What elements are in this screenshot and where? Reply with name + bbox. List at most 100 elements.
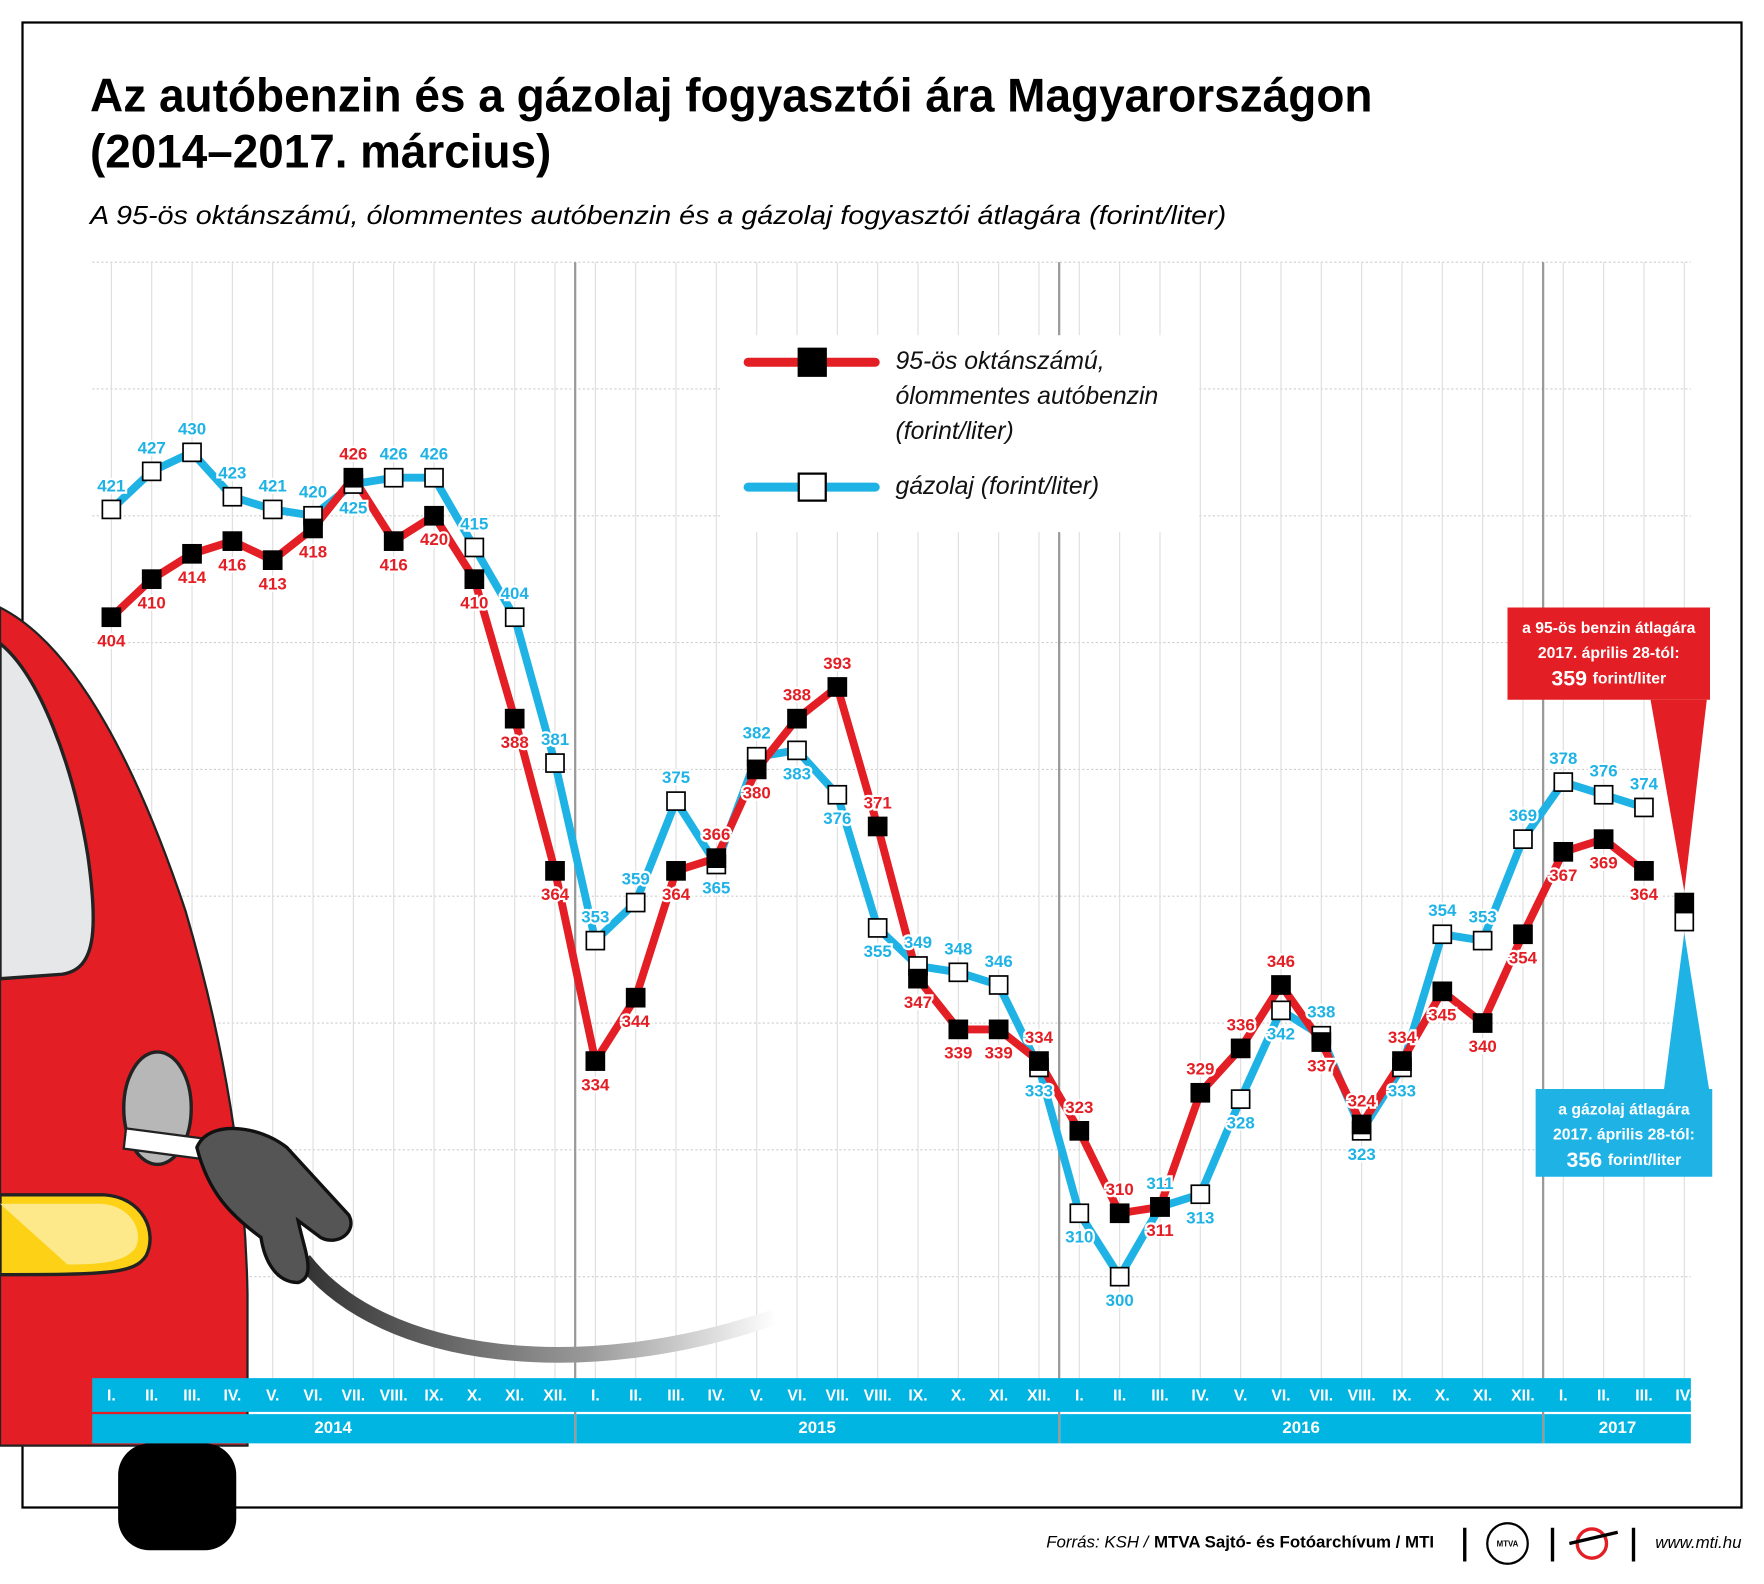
point-marker bbox=[666, 861, 686, 881]
year-label: 2014 bbox=[314, 1418, 352, 1437]
point-marker bbox=[182, 543, 202, 564]
data-label: 354 bbox=[1509, 948, 1538, 967]
x-tick-label: III. bbox=[1635, 1387, 1653, 1404]
data-label: 421 bbox=[97, 476, 125, 495]
data-label: 345 bbox=[1428, 1006, 1456, 1025]
data-label: 313 bbox=[1186, 1208, 1214, 1227]
point-marker bbox=[1472, 1013, 1493, 1033]
point-marker bbox=[101, 607, 122, 628]
data-label: 376 bbox=[823, 809, 851, 828]
data-label: 381 bbox=[541, 730, 569, 749]
x-tick-label: VII. bbox=[342, 1387, 366, 1404]
data-label: 388 bbox=[783, 686, 811, 705]
point-marker bbox=[1271, 1000, 1291, 1021]
point-marker bbox=[1150, 1197, 1170, 1217]
point-marker bbox=[1109, 1203, 1130, 1224]
data-label: 359 bbox=[622, 870, 650, 889]
point-marker bbox=[545, 753, 565, 773]
x-tick-label: XII. bbox=[543, 1387, 567, 1404]
x-tick-label: I. bbox=[1075, 1387, 1084, 1404]
data-label: 323 bbox=[1065, 1098, 1093, 1117]
data-label: 353 bbox=[581, 908, 609, 927]
x-tick-label: X. bbox=[467, 1387, 482, 1404]
x-tick-label: IV. bbox=[1675, 1387, 1693, 1404]
x-tick-label: VI. bbox=[787, 1387, 806, 1404]
point-marker bbox=[948, 1019, 969, 1040]
point-marker bbox=[101, 499, 122, 520]
data-label: 426 bbox=[339, 445, 367, 464]
point-marker bbox=[1069, 1120, 1090, 1141]
point-marker bbox=[343, 467, 364, 488]
data-label: 418 bbox=[299, 543, 327, 562]
year-strip bbox=[1544, 1414, 1691, 1444]
legend-marker bbox=[797, 347, 827, 377]
x-tick-label: IX. bbox=[908, 1387, 927, 1404]
footer: Forrás: KSH / MTVA Sajtó- és Fotóarchívum… bbox=[1046, 1522, 1742, 1565]
data-label: 336 bbox=[1227, 1015, 1255, 1034]
point-marker bbox=[787, 740, 807, 761]
x-tick-label: I. bbox=[1559, 1387, 1568, 1404]
data-label: 300 bbox=[1106, 1291, 1134, 1310]
data-label: 378 bbox=[1549, 749, 1577, 768]
data-label: 393 bbox=[823, 654, 851, 673]
data-label: 339 bbox=[944, 1044, 972, 1063]
data-label: 404 bbox=[501, 584, 530, 603]
point-marker bbox=[1634, 797, 1654, 818]
data-label: 376 bbox=[1590, 762, 1618, 781]
point-marker bbox=[1432, 981, 1453, 1002]
data-label: 334 bbox=[581, 1075, 610, 1094]
data-label: 364 bbox=[662, 885, 691, 904]
point-marker bbox=[545, 861, 565, 881]
point-marker bbox=[867, 816, 888, 837]
point-marker bbox=[1674, 911, 1695, 932]
annotation-unit: forint/liter bbox=[1593, 671, 1667, 688]
car-tire bbox=[118, 1443, 237, 1551]
year-strip bbox=[92, 1414, 575, 1444]
x-tick-label: X. bbox=[1435, 1387, 1450, 1404]
point-marker bbox=[827, 784, 848, 805]
data-label: 354 bbox=[1428, 901, 1457, 920]
point-marker bbox=[1634, 861, 1654, 881]
data-label: 333 bbox=[1025, 1082, 1053, 1101]
data-label: 423 bbox=[218, 464, 246, 483]
x-tick-label: VIII. bbox=[864, 1387, 892, 1404]
car-illustration bbox=[0, 606, 779, 1551]
data-label: 369 bbox=[1590, 853, 1618, 872]
annotation-value: 356 bbox=[1567, 1148, 1603, 1172]
point-marker bbox=[787, 708, 807, 729]
data-label: 340 bbox=[1469, 1037, 1497, 1056]
nozzle bbox=[195, 1126, 353, 1285]
point-marker bbox=[141, 569, 162, 590]
data-label: 383 bbox=[783, 765, 811, 784]
data-label: 380 bbox=[743, 784, 771, 803]
x-tick-label: II. bbox=[629, 1387, 642, 1404]
data-label: 410 bbox=[138, 593, 166, 612]
data-label: 416 bbox=[218, 555, 246, 574]
x-tick-label: III. bbox=[667, 1387, 685, 1404]
point-marker bbox=[666, 791, 686, 811]
data-label: 414 bbox=[178, 568, 207, 587]
car-window bbox=[0, 641, 95, 981]
point-marker bbox=[1553, 772, 1574, 792]
point-marker bbox=[262, 550, 283, 570]
data-label: 344 bbox=[622, 1012, 651, 1031]
annotation-value: 359 bbox=[1551, 666, 1587, 690]
point-marker bbox=[383, 531, 404, 551]
data-label: 416 bbox=[380, 555, 408, 574]
point-marker bbox=[504, 708, 525, 729]
year-label: 2017 bbox=[1599, 1418, 1637, 1437]
x-tick-label: IV. bbox=[223, 1387, 241, 1404]
website: www.mti.hu bbox=[1655, 1533, 1742, 1552]
data-label: 310 bbox=[1065, 1227, 1093, 1246]
data-label: 311 bbox=[1146, 1174, 1173, 1193]
x-tick-label: II. bbox=[145, 1387, 158, 1404]
year-label: 2015 bbox=[798, 1418, 836, 1437]
point-marker bbox=[585, 930, 606, 951]
point-marker bbox=[383, 467, 404, 488]
x-tick-label: IV. bbox=[1191, 1387, 1209, 1404]
point-marker bbox=[182, 442, 202, 463]
point-marker bbox=[1593, 784, 1614, 805]
annotation-value-line: 356 forint/liter bbox=[1567, 1148, 1682, 1172]
data-label: 375 bbox=[662, 768, 690, 787]
